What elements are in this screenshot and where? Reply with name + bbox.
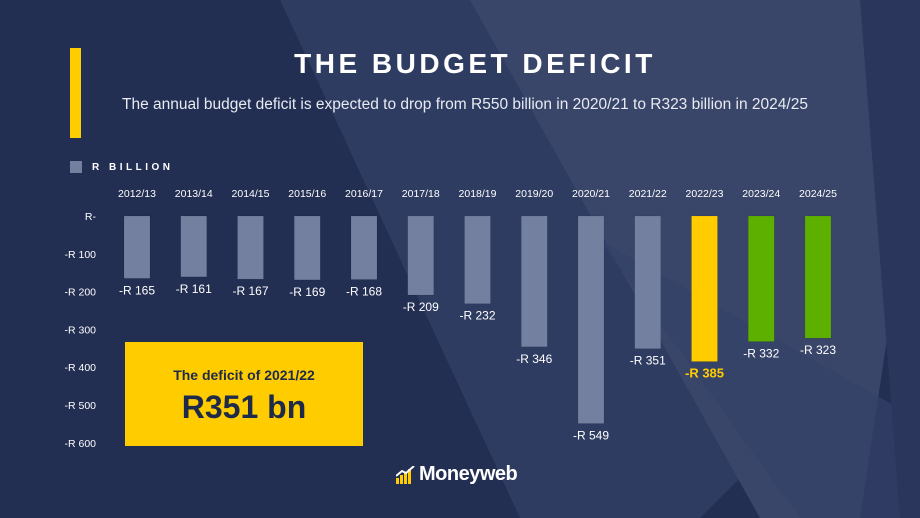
- bar: [123, 215, 151, 279]
- x-tick-label: 2021/22: [629, 188, 667, 200]
- bar-chart-logo-icon: [396, 465, 415, 484]
- bar: [634, 215, 661, 349]
- x-tick-label: 2018/19: [459, 188, 497, 200]
- data-label: -R 332: [743, 346, 779, 360]
- bar: [804, 215, 832, 339]
- bar: [350, 215, 378, 280]
- deficit-callout: The deficit of 2021/22 R351 bn: [125, 342, 363, 446]
- legend-label: R BILLION: [92, 161, 174, 173]
- x-tick-label: 2014/15: [232, 188, 270, 200]
- accent-bar: [70, 48, 81, 138]
- x-tick-label: 2016/17: [345, 188, 383, 200]
- data-label: -R 161: [176, 282, 212, 296]
- data-label: -R 385: [685, 366, 724, 381]
- data-label: -R 323: [800, 343, 836, 357]
- bar: [521, 215, 548, 348]
- x-tick-label: 2012/13: [118, 188, 156, 200]
- data-label: -R 165: [119, 283, 155, 297]
- y-tick-label: -R 100: [64, 249, 96, 261]
- x-tick-label: 2017/18: [402, 188, 440, 200]
- callout-value: R351 bn: [181, 389, 307, 425]
- legend-swatch: [70, 161, 82, 173]
- x-tick-label: 2020/21: [572, 188, 610, 200]
- data-label: -R 232: [459, 309, 495, 323]
- y-tick-label: -R 400: [64, 362, 96, 374]
- data-label: -R 346: [516, 352, 552, 366]
- bar: [464, 215, 491, 304]
- x-tick-label: 2022/23: [686, 188, 724, 200]
- data-label: -R 209: [403, 300, 439, 314]
- bar: [294, 215, 321, 281]
- moneyweb-logo: Moneyweb: [396, 463, 518, 486]
- y-tick-label: -R 300: [64, 324, 96, 336]
- x-tick-label: 2013/14: [175, 188, 213, 200]
- bar: [407, 215, 434, 296]
- bar: [237, 215, 264, 280]
- y-tick-label: R-: [85, 211, 97, 223]
- callout-label: The deficit of 2021/22: [173, 367, 315, 383]
- bar: [180, 215, 207, 278]
- data-label: -R 167: [232, 284, 268, 298]
- bar: [691, 215, 718, 362]
- chart-title: THE BUDGET DEFICIT: [294, 48, 656, 79]
- y-tick-label: -R 600: [64, 438, 96, 450]
- x-tick-label: 2015/16: [288, 188, 326, 200]
- data-label: -R 351: [630, 354, 666, 368]
- data-label: -R 168: [346, 285, 382, 299]
- x-tick-label: 2019/20: [515, 188, 553, 200]
- legend: R BILLION: [70, 161, 174, 173]
- x-tick-label: 2023/24: [742, 188, 780, 200]
- x-tick-label: 2024/25: [799, 188, 837, 200]
- y-tick-label: -R 200: [64, 287, 96, 299]
- bar: [577, 215, 605, 424]
- data-label: -R 549: [573, 429, 609, 443]
- data-label: -R 169: [289, 285, 325, 299]
- brand-name: Moneyweb: [419, 463, 518, 485]
- bar: [748, 215, 775, 342]
- y-tick-label: -R 500: [64, 400, 96, 412]
- chart-subtitle: The annual budget deficit is expected to…: [122, 96, 808, 113]
